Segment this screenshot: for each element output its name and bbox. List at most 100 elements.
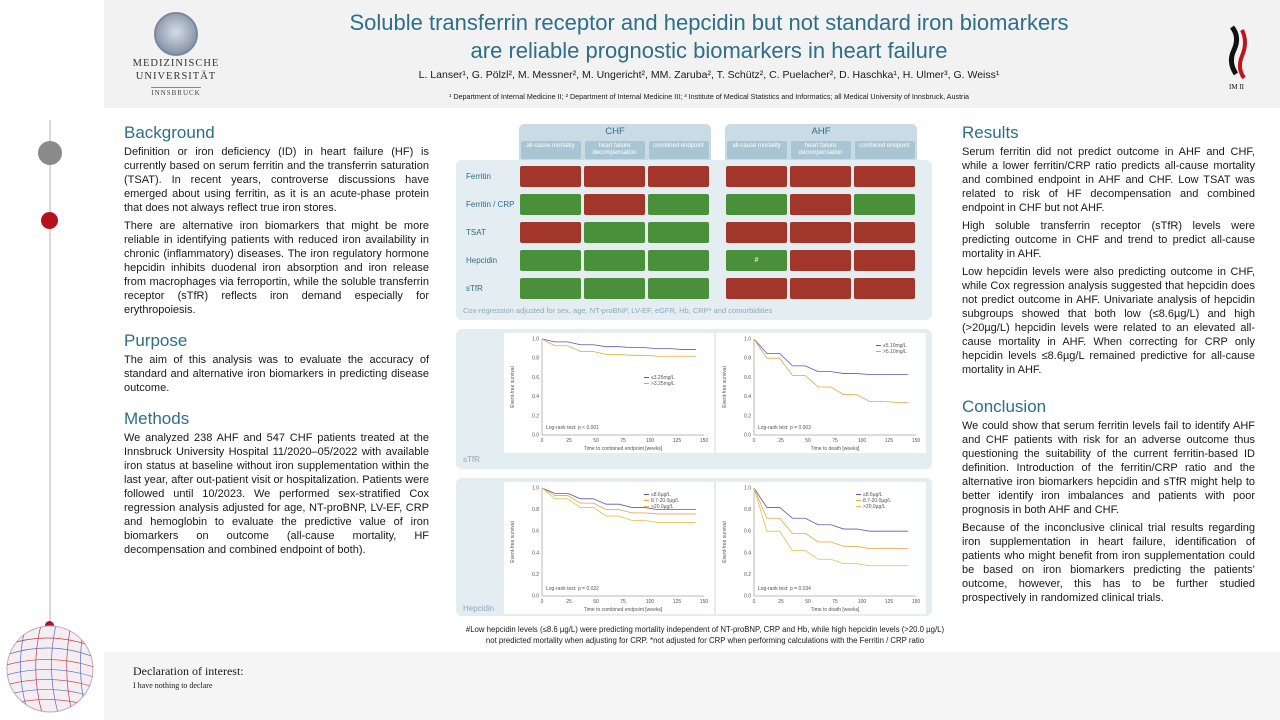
km-curve bbox=[753, 487, 908, 532]
table-cell bbox=[648, 278, 709, 299]
table-cell bbox=[790, 166, 851, 187]
x-tick-label: 150 bbox=[700, 438, 709, 444]
p-value-label: Log-rank test: p = 0.003 bbox=[758, 425, 811, 431]
x-tick-label: 150 bbox=[912, 599, 921, 605]
x-tick-label: 75 bbox=[832, 599, 838, 605]
table-cell bbox=[726, 166, 787, 187]
department-logo: IM II bbox=[1228, 25, 1247, 91]
km-plot-stfr-ahf: 1.0 0.8 0.6 0.4 0.2 0.0 0 25 50 75 100 125 150 Event-… bbox=[716, 333, 926, 453]
table-cell bbox=[854, 278, 915, 299]
logo-city: INNSBRUCK bbox=[151, 87, 201, 97]
table-cell: # bbox=[726, 250, 787, 271]
y-tick-label: 0.6 bbox=[744, 529, 751, 535]
y-tick-label: 0.8 bbox=[744, 356, 751, 362]
x-tick-label: 0 bbox=[541, 438, 544, 444]
x-axis-label: Time to death [weeks] bbox=[811, 446, 860, 452]
group-title-chf: CHF bbox=[605, 126, 625, 137]
table-cell bbox=[854, 194, 915, 215]
km-curve bbox=[753, 487, 908, 549]
background-heading: Background bbox=[124, 123, 215, 142]
table-row-label: sTfR bbox=[466, 284, 483, 293]
x-tick-label: 25 bbox=[778, 599, 784, 605]
university-logo: MEDIZINISCHE UNIVERSITÄT INNSBRUCK bbox=[126, 12, 226, 100]
table-cell bbox=[648, 222, 709, 243]
legend-label: ≤5.10mg/L bbox=[883, 343, 907, 349]
affiliations: ¹ Department of Internal Medicine II; ² … bbox=[448, 92, 970, 101]
x-tick-label: 100 bbox=[646, 438, 655, 444]
table-cell bbox=[648, 166, 709, 187]
x-tick-label: 100 bbox=[646, 599, 655, 605]
y-tick-label: 0.2 bbox=[532, 413, 539, 419]
x-tick-label: 25 bbox=[778, 438, 784, 444]
x-tick-label: 75 bbox=[620, 438, 626, 444]
table-cell bbox=[584, 222, 645, 243]
table-cell bbox=[520, 194, 581, 215]
timeline-dot-grey bbox=[38, 141, 62, 165]
timeline-dot-red-small bbox=[45, 621, 54, 630]
y-axis-label: Event-free survival bbox=[510, 521, 516, 562]
purpose-heading: Purpose bbox=[124, 331, 188, 350]
university-seal-icon bbox=[154, 12, 198, 56]
table-cell bbox=[584, 278, 645, 299]
purpose-paragraph: The aim of this analysis was to evaluate… bbox=[124, 354, 429, 394]
x-tick-label: 50 bbox=[805, 599, 811, 605]
km-curve bbox=[541, 338, 696, 350]
conclusion-paragraph-2: Because of the inconclusive clinical tri… bbox=[962, 522, 1255, 604]
results-paragraph-3: Low hepcidin levels were also predicting… bbox=[962, 266, 1255, 376]
x-tick-label: 50 bbox=[593, 438, 599, 444]
legend-label: 8.7-20.0µg/L bbox=[651, 498, 679, 504]
table-cell bbox=[726, 222, 787, 243]
table-cell bbox=[790, 250, 851, 271]
km-curve bbox=[753, 338, 908, 403]
y-tick-label: 0.4 bbox=[532, 394, 539, 400]
table-column-header: heart failure decompensation bbox=[790, 141, 851, 159]
x-tick-label: 0 bbox=[753, 438, 756, 444]
figure-footnote: #Low hepcidin levels (≤8.6 µg/L) were pr… bbox=[420, 624, 990, 646]
table-column-header: combined endpoint bbox=[854, 141, 915, 159]
table-cell bbox=[790, 222, 851, 243]
km-curve bbox=[753, 487, 908, 567]
table-column-header: combined endpoint bbox=[648, 141, 709, 159]
stfr-panel-label: sTfR bbox=[463, 455, 480, 464]
declaration-box: Declaration of interest: I have nothing … bbox=[104, 652, 1280, 720]
table-column-header: heart failure decompensation bbox=[584, 141, 645, 159]
x-tick-label: 125 bbox=[885, 599, 894, 605]
x-tick-label: 150 bbox=[912, 438, 921, 444]
table-cell bbox=[584, 194, 645, 215]
y-tick-label: 0.8 bbox=[532, 507, 539, 513]
p-value-label: Log-rank test: p = 0.034 bbox=[758, 586, 811, 592]
y-tick-label: 1.0 bbox=[744, 337, 751, 343]
y-tick-label: 0.8 bbox=[532, 356, 539, 362]
table-cell bbox=[726, 278, 787, 299]
table-cell bbox=[584, 250, 645, 271]
table-row-label: TSAT bbox=[466, 228, 486, 237]
y-tick-label: 0.2 bbox=[532, 572, 539, 578]
results-paragraph-2: High soluble transferrin receptor (sTfR)… bbox=[962, 220, 1255, 260]
table-cell bbox=[854, 250, 915, 271]
legend-label: >20.0µg/L bbox=[651, 504, 674, 510]
declaration-text: I have nothing to declare bbox=[133, 681, 213, 690]
declaration-title: Declaration of interest: bbox=[133, 664, 244, 678]
legend-label: >5.10mg/L bbox=[883, 349, 907, 355]
legend-label: ≤8.6µg/L bbox=[651, 492, 671, 498]
y-tick-label: 0.0 bbox=[744, 594, 751, 600]
x-tick-label: 50 bbox=[593, 599, 599, 605]
methods-heading: Methods bbox=[124, 409, 190, 428]
results-paragraph-1: Serum ferritin did not predict outcome i… bbox=[962, 146, 1255, 214]
table-cell bbox=[520, 222, 581, 243]
legend-label: ≤3.25mg/L bbox=[651, 375, 675, 381]
methods-paragraph: We analyzed 238 AHF and 547 CHF patients… bbox=[124, 432, 429, 556]
logo-name-line1: MEDIZINISCHE bbox=[132, 58, 220, 69]
table-cell bbox=[520, 166, 581, 187]
y-tick-label: 0.6 bbox=[744, 375, 751, 381]
y-tick-label: 0.2 bbox=[744, 572, 751, 578]
x-tick-label: 125 bbox=[673, 599, 682, 605]
authors: L. Lanser¹, G. Pölzl², M. Messner², M. U… bbox=[418, 69, 1000, 81]
right-column: Results Serum ferritin did not predict o… bbox=[962, 123, 1255, 609]
legend-label: 8.7-20.0µg/L bbox=[863, 498, 891, 504]
y-tick-label: 0.0 bbox=[532, 594, 539, 600]
legend-label: >20.0µg/L bbox=[863, 504, 886, 510]
p-value-label: Log-rank test: p = 0.022 bbox=[546, 586, 599, 592]
y-tick-label: 0.0 bbox=[532, 433, 539, 439]
y-tick-label: 0.6 bbox=[532, 529, 539, 535]
